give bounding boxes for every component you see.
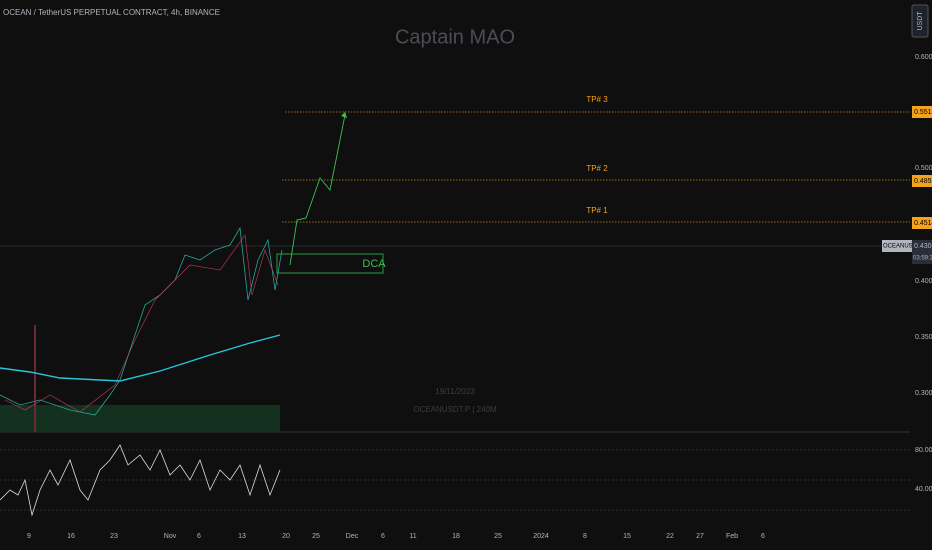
time-tick: 6 [761, 533, 765, 540]
target-price: 0.4514 [914, 220, 932, 227]
time-tick: 23 [110, 533, 118, 540]
time-tick: Dec [346, 533, 359, 540]
target-label: TP# 3 [586, 95, 608, 104]
current-badge [912, 240, 932, 264]
time-tick: 9 [27, 533, 31, 540]
watermark-date: 19/11/2023 [435, 387, 475, 396]
moving-average [0, 334, 281, 382]
time-tick: 6 [381, 533, 385, 540]
time-tick: 11 [409, 533, 416, 540]
dca-label: DCA [362, 258, 386, 270]
projection-path [289, 114, 346, 266]
rsi-line [0, 444, 281, 517]
time-tick: 18 [452, 533, 460, 540]
arrow-head [341, 112, 347, 118]
symbol-info: OCEAN / TetherUS PERPETUAL CONTRACT, 4h,… [3, 8, 220, 17]
price-badge [912, 106, 932, 118]
ticker-badge [882, 240, 912, 252]
watermark-ticker: OCEANUSDT.P | 240M [413, 405, 497, 414]
rsi-tick: 80.00 [915, 447, 932, 454]
time-tick: 2024 [533, 533, 549, 540]
dca-box [276, 253, 384, 274]
time-tick: 25 [494, 533, 502, 540]
volume-area [0, 405, 280, 432]
time-tick: 25 [312, 533, 320, 540]
time-tick: 27 [696, 533, 704, 540]
time-tick: 13 [238, 533, 246, 540]
time-tick: 16 [67, 533, 75, 540]
countdown: 03:59:37 [913, 256, 932, 262]
time-tick: 15 [623, 533, 631, 540]
price-badge [912, 175, 932, 187]
price-line-down [4, 234, 279, 413]
time-tick: 8 [583, 533, 587, 540]
current-price: 0.4303 [914, 243, 932, 250]
target-label: TP# 1 [586, 206, 608, 215]
time-tick: Nov [164, 533, 177, 540]
target-price: 0.5513 [914, 109, 932, 116]
title: Captain MAO [395, 26, 515, 48]
time-tick: 6 [197, 533, 201, 540]
rsi-tick: 40.00 [915, 486, 932, 493]
time-tick: 20 [282, 533, 290, 540]
time-tick: Feb [726, 533, 738, 540]
volume-spike [34, 325, 36, 432]
current-ticker: OCEANUSDT.P [883, 244, 926, 250]
price-badge [912, 217, 932, 229]
currency: USDT [917, 11, 924, 31]
volume [0, 325, 280, 432]
target-price: 0.4857 [914, 178, 932, 185]
target-label: TP# 2 [586, 164, 608, 173]
time-tick: 22 [666, 533, 674, 540]
currency-box [911, 4, 929, 38]
